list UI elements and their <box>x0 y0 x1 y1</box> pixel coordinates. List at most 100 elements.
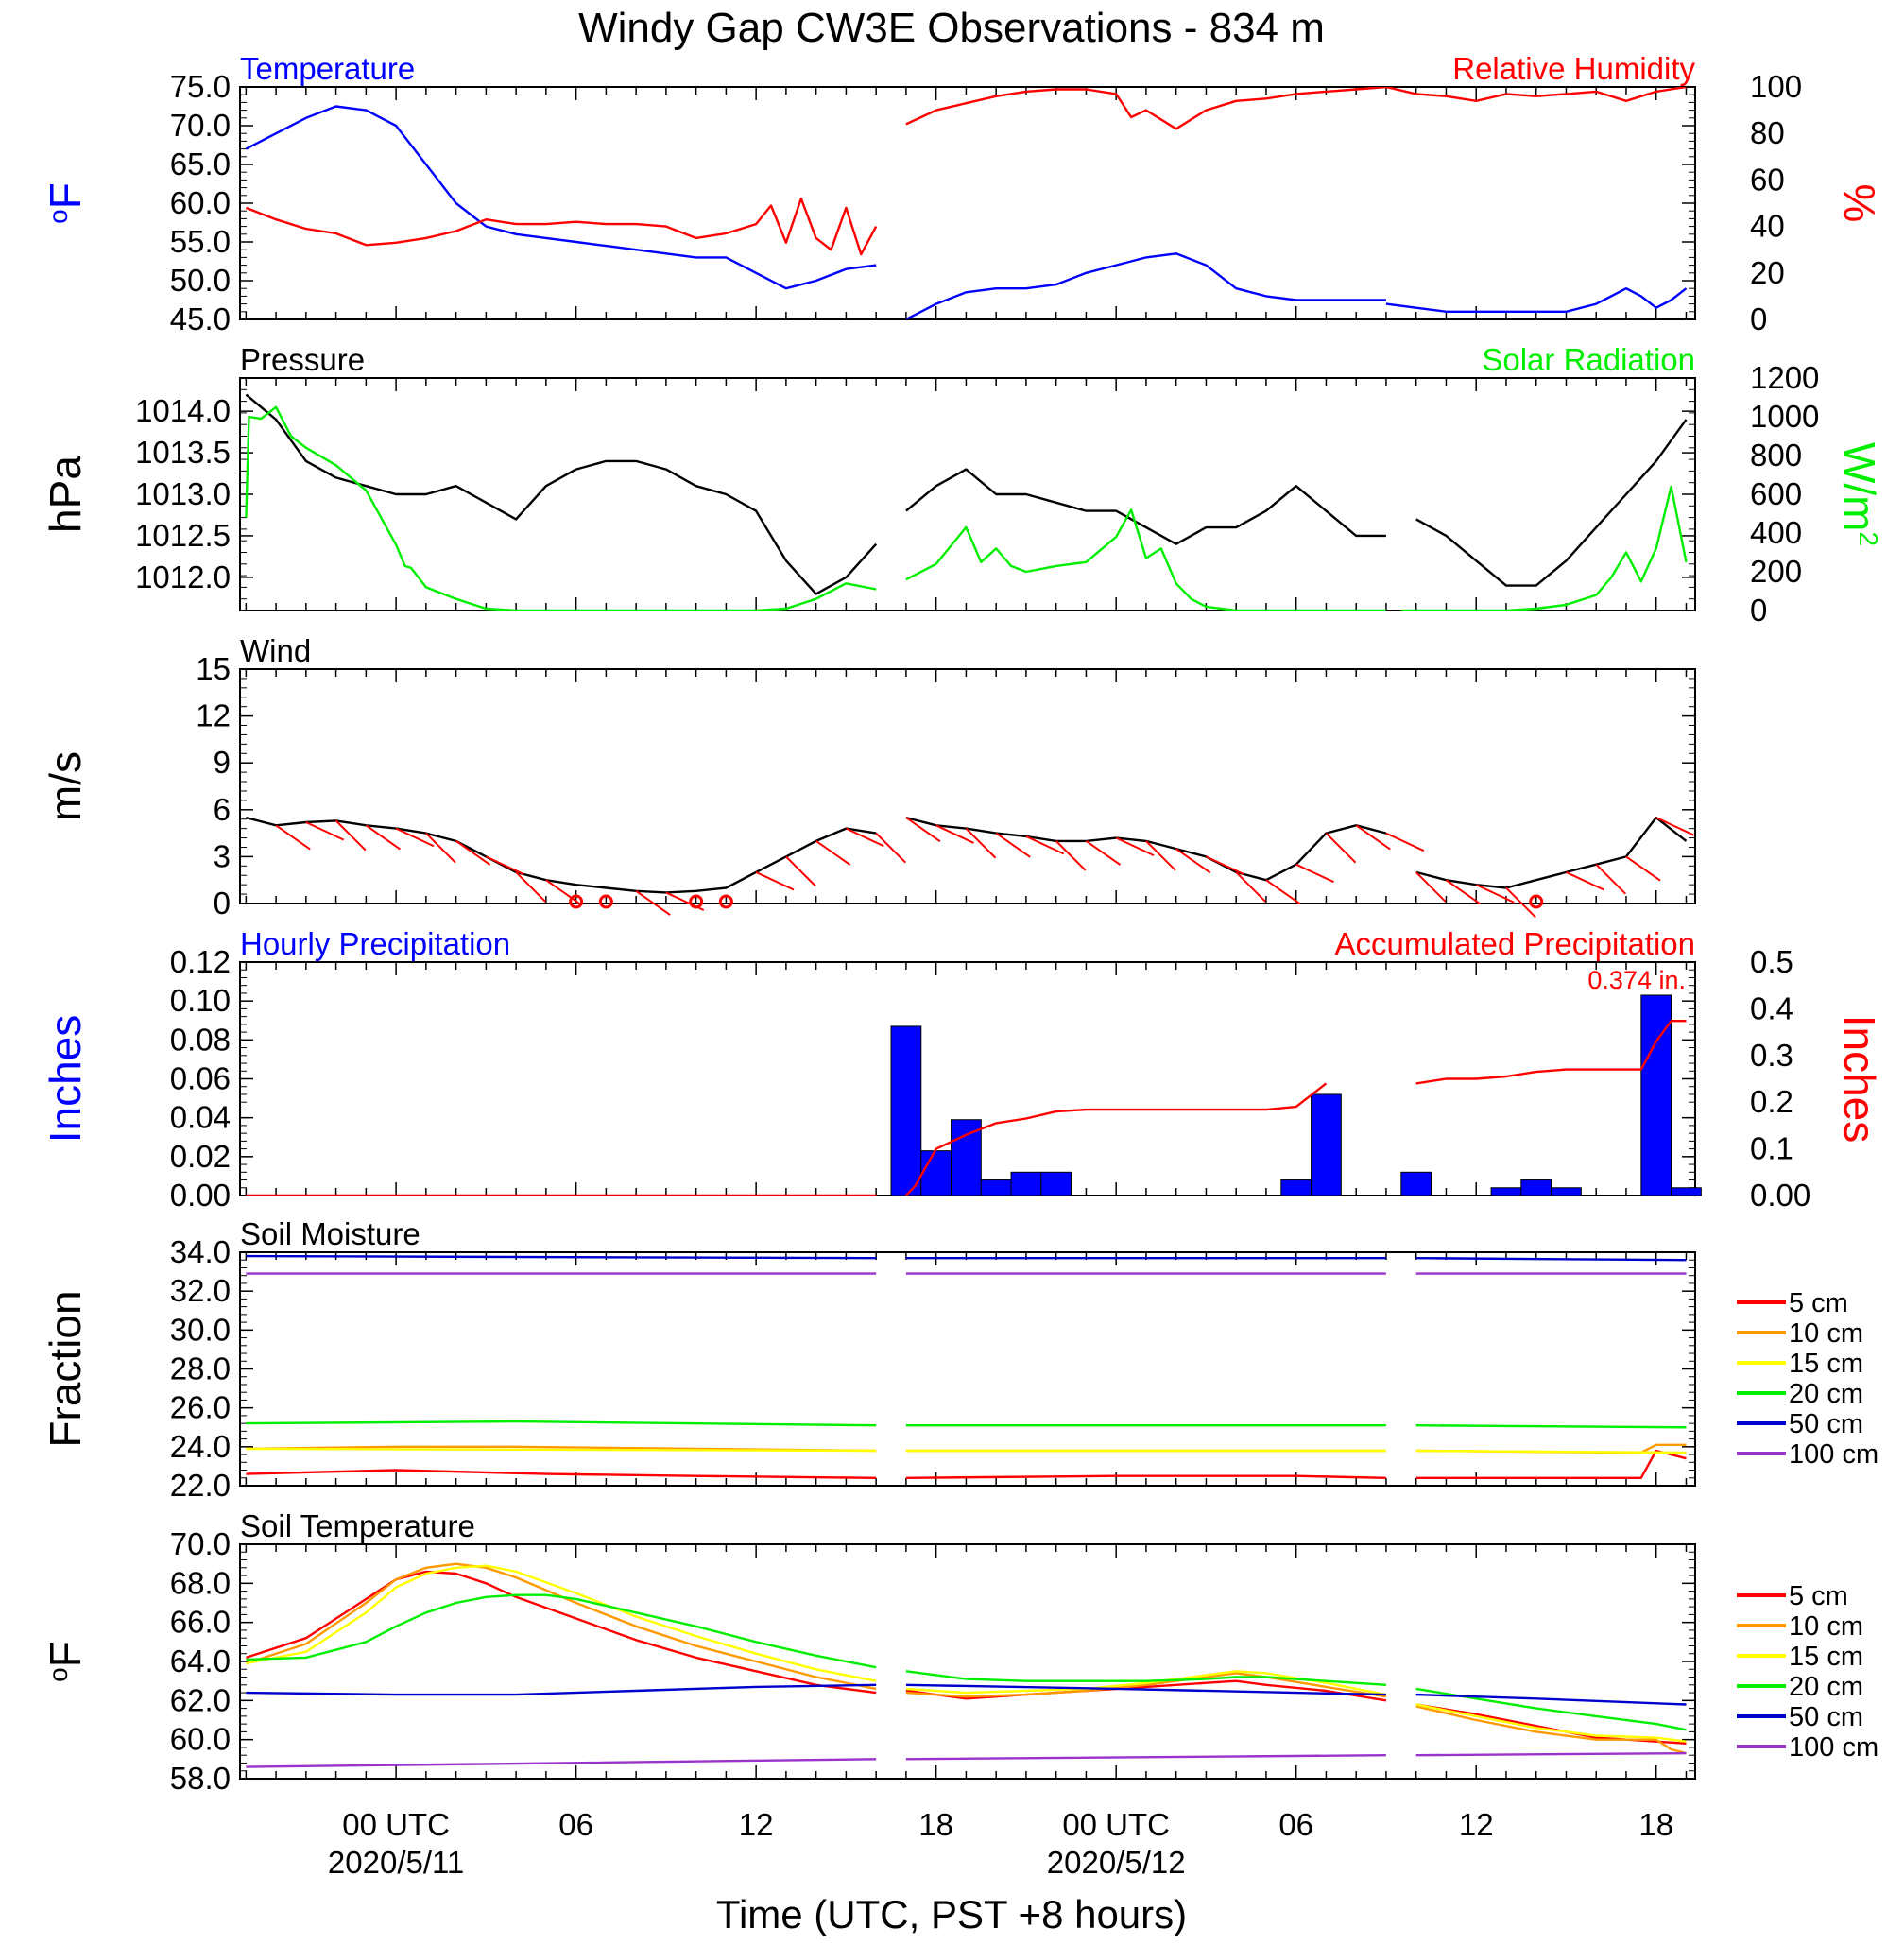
left-axis-label: hPa <box>41 456 90 533</box>
right-y-tick-label: 20 <box>1750 255 1785 290</box>
panel-frame <box>239 668 1696 904</box>
wind-barb <box>545 879 581 905</box>
wind-barb <box>1175 848 1211 874</box>
y-tick-label: 0.12 <box>170 944 231 979</box>
panel-title-left: Pressure <box>240 342 365 377</box>
right-y-tick-label: 200 <box>1750 554 1802 589</box>
x-tick-label: 06 <box>1278 1807 1313 1842</box>
wind-barb <box>275 824 311 851</box>
y-tick-label: 0 <box>214 886 231 921</box>
panel-3: 15 12 9 6 3 0 Wind m/s <box>41 633 1696 921</box>
wind-barb <box>305 821 345 841</box>
legend-label: 100 cm <box>1789 1732 1878 1763</box>
wind-barb <box>455 840 491 866</box>
wind-barb <box>1385 832 1425 852</box>
wind-barb <box>1055 840 1087 871</box>
right-axis-label: W/m2 <box>1835 442 1884 546</box>
y-tick-label: 62.0 <box>170 1682 231 1717</box>
left-axis-label: Fraction <box>41 1290 90 1447</box>
left-axis-label: oF <box>41 1641 90 1682</box>
wind-barb <box>965 827 997 859</box>
accumulation-annotation: 0.374 in. <box>1587 966 1686 994</box>
right-y-tick-label: 1200 <box>1750 360 1819 395</box>
y-tick-label: 66.0 <box>170 1605 231 1640</box>
y-tick-label: 50.0 <box>170 263 231 298</box>
y-tick-label: 6 <box>214 792 231 827</box>
series-line <box>245 405 1688 611</box>
wind-barb <box>665 891 705 911</box>
panel-frame <box>239 1543 1696 1780</box>
calm-marker <box>1529 894 1544 909</box>
y-tick-label: 70.0 <box>170 108 231 143</box>
right-axis-label: Inches <box>1835 1015 1884 1144</box>
series-line <box>905 87 1386 130</box>
calm-marker <box>718 894 733 909</box>
x-date-label: 2020/5/11 <box>328 1845 464 1880</box>
series-line <box>246 1447 1687 1454</box>
y-tick-label: 1013.5 <box>135 435 231 470</box>
precip-bar <box>1520 1179 1552 1196</box>
right-y-tick-label: 800 <box>1750 438 1802 473</box>
panel-1: 75.0 70.065.0 60.0 55.0 50.045.0 100 80 60 40 20 0… <box>41 51 1884 336</box>
wind-barb <box>1625 855 1661 882</box>
panels: 75.070.065.060.055.050.045.0100806040200… <box>41 51 1884 1796</box>
legend-label: 100 cm <box>1789 1439 1878 1470</box>
wind-barb <box>395 827 435 848</box>
y-tick-label: 1013.0 <box>135 476 231 511</box>
series-line <box>1385 287 1688 313</box>
precip-bar <box>890 1025 922 1196</box>
wind-barb <box>995 832 1031 858</box>
wind-barb <box>365 824 401 851</box>
right-y-tick-label: 100 <box>1750 69 1802 104</box>
wind-barb <box>905 817 941 843</box>
legend-label: 15 cm <box>1789 1349 1863 1379</box>
series-line <box>246 1751 1687 1768</box>
wind-barb <box>1566 871 1604 891</box>
right-y-tick-label: 0.1 <box>1750 1131 1793 1166</box>
y-tick-label: 70.0 <box>170 1526 231 1561</box>
y-tick-label: 32.0 <box>170 1273 231 1308</box>
series-line <box>246 1420 1687 1429</box>
wind-barb <box>1505 886 1536 919</box>
left-axis-label: m/s <box>41 751 90 821</box>
right-y-tick-label: 1000 <box>1750 399 1819 434</box>
wind-barb <box>785 855 816 887</box>
precip-bar <box>1671 1187 1702 1196</box>
panel-title-left: Wind <box>240 633 311 668</box>
x-tick-label: 18 <box>1638 1807 1673 1842</box>
precip-bar <box>980 1179 1012 1196</box>
series-line <box>1385 87 1687 102</box>
legend-label: 5 cm <box>1789 1581 1848 1611</box>
legend-label: 15 cm <box>1789 1642 1863 1672</box>
y-tick-label: 26.0 <box>170 1390 231 1425</box>
wind-barb <box>1145 840 1176 871</box>
wind-barb <box>815 840 851 866</box>
right-y-tick-label: 0 <box>1750 593 1767 628</box>
wind-barb <box>334 819 367 852</box>
panel-title-left: Soil Temperature <box>240 1508 475 1543</box>
precip-bar <box>1311 1093 1342 1196</box>
y-tick-label: 60.0 <box>170 185 231 220</box>
y-tick-label: 3 <box>214 838 231 873</box>
right-y-tick-label: 0.00 <box>1750 1178 1810 1213</box>
x-tick-label: 18 <box>918 1807 953 1842</box>
wind-barb <box>1475 884 1515 904</box>
legend-label: 50 cm <box>1789 1409 1863 1439</box>
legend-label: 20 cm <box>1789 1379 1863 1409</box>
right-y-tick-label: 0.2 <box>1750 1084 1793 1119</box>
y-tick-label: 65.0 <box>170 146 231 181</box>
panel-title-left: Hourly Precipitation <box>240 926 510 961</box>
y-tick-label: 0.04 <box>170 1100 231 1135</box>
y-tick-label: 28.0 <box>170 1351 231 1386</box>
y-tick-label: 12 <box>196 698 231 733</box>
panel-title-right: Solar Radiation <box>1482 342 1695 377</box>
wind-barb <box>635 889 671 916</box>
panel-6: 70.0 68.0 66.0 64.0 62.0 60.0 58.0 Soil Tempera… <box>41 1508 1878 1796</box>
y-tick-label: 15 <box>196 651 231 686</box>
right-y-tick-label: 400 <box>1750 515 1802 550</box>
x-axis-label: Time (UTC, PST +8 hours) <box>716 1892 1187 1936</box>
y-tick-label: 0.06 <box>170 1061 231 1096</box>
panel-5: 34.0 32.0 30.0 28.0 26.0 24.0 22.0 Soil Moistur… <box>41 1216 1878 1503</box>
series-line <box>246 1020 1687 1196</box>
precip-bar <box>920 1150 952 1196</box>
